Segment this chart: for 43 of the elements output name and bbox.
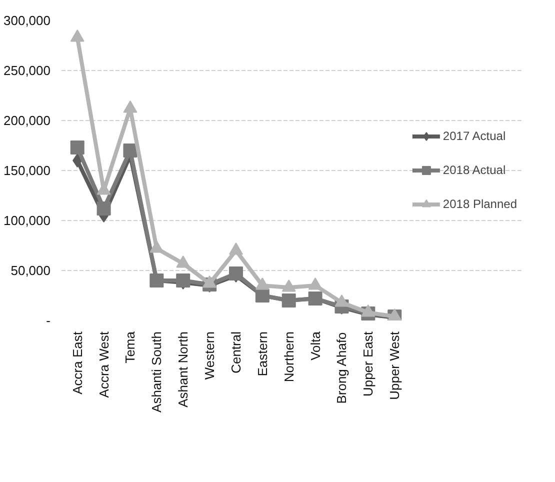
y-tick-label: 150,000 — [4, 163, 51, 178]
legend-label: 2017 Actual — [442, 129, 506, 143]
y-tick-label: - — [46, 313, 51, 328]
point — [228, 266, 243, 280]
point — [308, 277, 322, 290]
point — [282, 279, 296, 292]
x-tick-label: Eastern — [254, 331, 270, 376]
x-tick-label: Central — [228, 331, 244, 374]
x-tick-label: Ashant North — [176, 332, 191, 408]
x-tick-label: Ashanti South — [149, 331, 164, 412]
y-tick-label: 300,000 — [4, 13, 51, 28]
x-tick-label: Accra East — [70, 331, 85, 394]
x-tick-label: Tema — [122, 330, 138, 364]
y-tick-label: 100,000 — [4, 213, 51, 228]
point — [123, 144, 138, 158]
point — [72, 154, 82, 168]
x-tick-label: Brong Ahafo — [334, 332, 350, 404]
point — [150, 240, 164, 253]
x-tick-label: Upper West — [387, 331, 402, 400]
x-tick-label: Western — [202, 331, 218, 380]
point — [176, 255, 190, 268]
x-tick-label: Accra West — [96, 331, 112, 398]
point — [70, 29, 84, 42]
y-tick-label: 200,000 — [4, 113, 51, 128]
y-tick-label: 50,000 — [10, 263, 51, 278]
x-tick-label: Volta — [308, 330, 323, 360]
point — [202, 275, 217, 288]
point — [150, 274, 164, 288]
point — [96, 202, 111, 216]
y-tick-label: 250,000 — [4, 63, 51, 78]
point — [255, 288, 270, 302]
point — [255, 277, 270, 290]
point — [228, 242, 243, 255]
point — [176, 274, 190, 288]
point — [282, 294, 296, 308]
point — [361, 304, 376, 317]
point — [70, 140, 84, 154]
legend-label: 2018 Actual — [442, 163, 506, 177]
point — [334, 294, 349, 307]
point — [123, 100, 138, 113]
x-tick-label: Upper East — [360, 331, 376, 397]
legend-label: 2018 Planned — [442, 197, 517, 211]
x-tick-label: Northern — [281, 332, 296, 382]
